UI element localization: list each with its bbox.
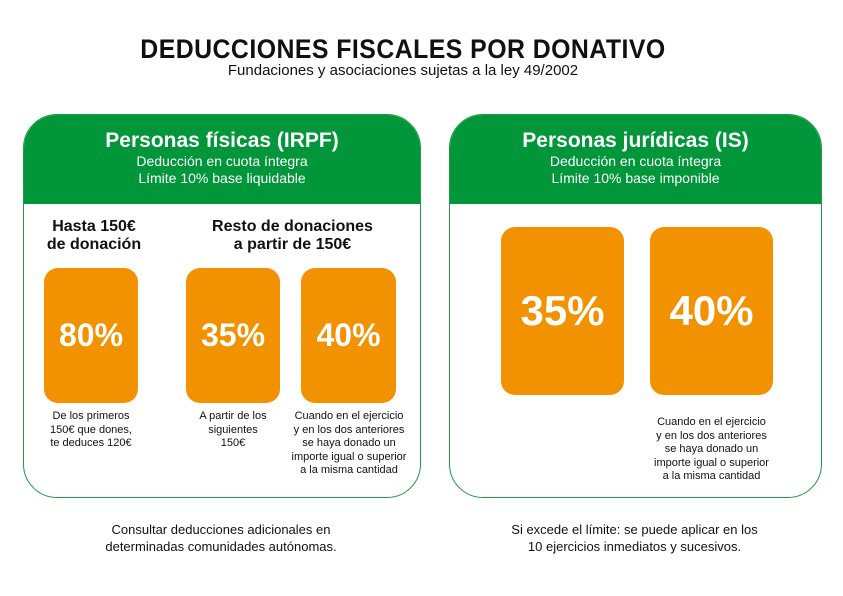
note-line: importe igual o superior (291, 450, 407, 463)
note-line: De los primeros (52, 410, 130, 422)
heading-line: de donación (46, 236, 142, 253)
box-note: De los primeros 150€ que dones, te deduc… (26, 410, 156, 451)
card-header: Personas físicas (IRPF) Deducción en cuo… (24, 115, 420, 204)
card-personas-juridicas: Personas jurídicas (IS) Deducción en cuo… (449, 114, 822, 498)
percentage-box-35: 35% (501, 227, 624, 395)
box-note: Cuando en el ejercicio y en los dos ante… (278, 410, 420, 478)
box-note: A partir de los siguientes 150€ (168, 410, 298, 451)
note-line: 150€ (220, 437, 246, 449)
column-heading-resto: Resto de donaciones a partir de 150€ (180, 218, 405, 254)
note-line: te deduces 120€ (50, 437, 132, 449)
percentage-box-35: 35% (186, 268, 280, 403)
box-note: Cuando en el ejercicio y en los dos ante… (640, 416, 783, 484)
note-line: y en los dos anteriores (293, 423, 405, 436)
footer-line: determinadas comunidades autónomas. (105, 539, 337, 554)
page-title: DEDUCCIONES FISCALES POR DONATIVO (140, 34, 666, 64)
card-line-2: Límite 10% base imponible (551, 170, 720, 186)
card-heading: Personas jurídicas (IS) (522, 129, 749, 152)
note-line: se haya donado un (664, 443, 759, 455)
footer-line: Si excede el límite: se puede aplicar en… (511, 522, 758, 537)
note-line: se haya donado un (302, 437, 396, 449)
column-heading-hasta-150: Hasta 150€ de donación (24, 218, 164, 254)
percentage-box-80: 80% (44, 268, 138, 403)
percentage-box-40: 40% (650, 227, 773, 395)
note-line: A partir de los (199, 410, 267, 422)
note-line: Cuando en el ejercicio (294, 410, 404, 422)
note-line: Cuando en el ejercicio (657, 416, 766, 428)
card-header: Personas jurídicas (IS) Deducción en cuo… (450, 115, 821, 204)
footer-line: Consultar deducciones adicionales en (111, 522, 331, 537)
page-subtitle: Fundaciones y asociaciones sujetas a la … (227, 62, 579, 79)
percentage-box-40: 40% (301, 268, 396, 403)
note-line: a la misma cantidad (300, 464, 398, 476)
card-heading: Personas físicas (IRPF) (105, 129, 339, 152)
note-line: 150€ que dones, (50, 423, 132, 436)
footer-line: 10 ejercicios inmediatos y sucesivos. (527, 539, 742, 554)
footer-note-right: Si excede el límite: se puede aplicar en… (449, 521, 820, 555)
card-line-1: Deducción en cuota íntegra (549, 153, 722, 169)
note-line: a la misma cantidad (662, 470, 761, 482)
heading-line: Resto de donaciones (212, 218, 373, 235)
note-line: importe igual o superior (654, 456, 769, 469)
card-line-1: Deducción en cuota íntegra (136, 153, 308, 169)
card-line-2: Límite 10% base liquidable (138, 170, 306, 186)
note-line: y en los dos anteriores (656, 429, 767, 442)
heading-line: Hasta 150€ (52, 218, 136, 235)
footer-note-left: Consultar deducciones adicionales en det… (23, 521, 419, 555)
note-line: siguientes (208, 423, 258, 436)
heading-line: a partir de 150€ (233, 236, 352, 253)
